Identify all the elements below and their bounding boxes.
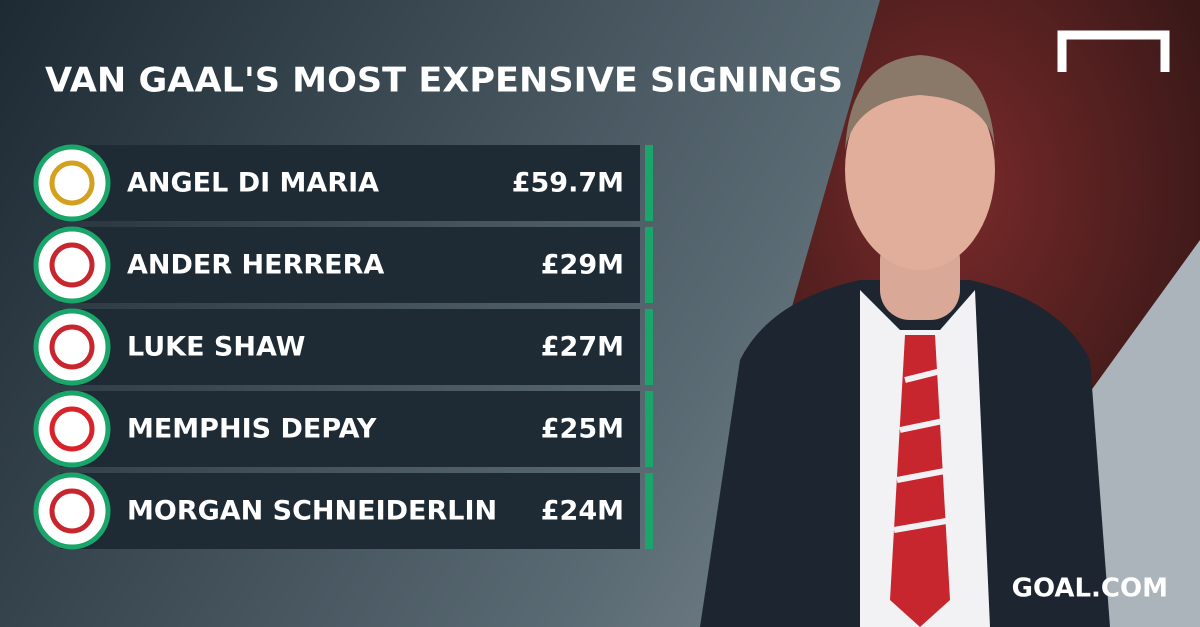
row-accent: [645, 391, 653, 467]
transfer-fee: £25M: [541, 414, 624, 445]
player-name: ANDER HERRERA: [127, 250, 384, 281]
row-background: [60, 473, 640, 549]
row-accent: [645, 473, 653, 549]
transfer-fee: £24M: [541, 496, 624, 527]
player-name: MEMPHIS DEPAY: [127, 414, 377, 445]
row-background: [60, 391, 640, 467]
row-background: [60, 227, 640, 303]
title: VAN GAAL'S MOST EXPENSIVE SIGNINGS: [45, 61, 843, 101]
brand-logo: [1057, 30, 1170, 72]
transfer-fee: £29M: [541, 250, 624, 281]
club-crest-emblem: [49, 406, 95, 452]
row-accent: [645, 309, 653, 385]
club-crest-emblem: [49, 488, 95, 534]
club-crest: [33, 472, 111, 550]
player-name: MORGAN SCHNEIDERLIN: [127, 496, 497, 527]
photo-person: [700, 55, 1110, 627]
club-crest-emblem: [49, 160, 95, 206]
row-background: [60, 309, 640, 385]
player-name: LUKE SHAW: [127, 332, 305, 363]
club-crest-emblem: [49, 324, 95, 370]
transfer-fee: £59.7M: [512, 168, 624, 199]
club-crest-emblem: [49, 242, 95, 288]
row-accent: [645, 227, 653, 303]
club-crest: [33, 144, 111, 222]
club-crest: [33, 308, 111, 386]
row-accent: [645, 145, 653, 221]
transfer-fee: £27M: [541, 332, 624, 363]
brand: GOAL.COM: [1012, 574, 1168, 604]
club-crest: [33, 226, 111, 304]
player-name: ANGEL DI MARIA: [127, 168, 379, 199]
club-crest: [33, 390, 111, 468]
row-background: [60, 145, 640, 221]
